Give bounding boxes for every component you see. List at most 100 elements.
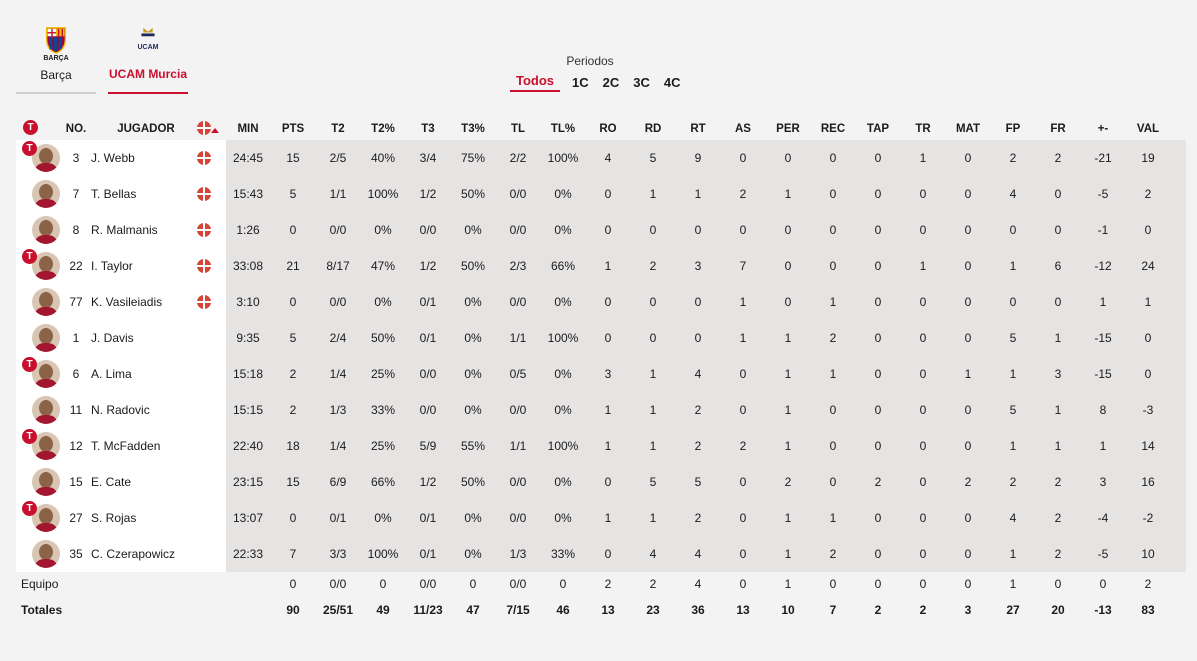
stat-cell-tap: 0 (874, 547, 882, 561)
period-todos[interactable]: Todos (510, 73, 561, 92)
player-name[interactable]: T. Bellas (91, 187, 137, 201)
player-name[interactable]: J. Webb (91, 151, 135, 165)
stat-cell-tl: 0% (554, 295, 572, 309)
column-header-as[interactable]: AS (735, 123, 751, 135)
stat-cell-tap: 0 (874, 259, 882, 273)
player-name[interactable]: C. Czerapowicz (91, 547, 176, 561)
stat-cell-: -5 (1097, 547, 1109, 561)
stat-cell-t2: 0% (374, 295, 392, 309)
player-name[interactable]: T. McFadden (91, 439, 161, 453)
column-header-[interactable]: +- (1097, 123, 1109, 135)
ucam-logo (141, 27, 155, 37)
avatar-head (39, 184, 53, 200)
avatar-shirt (34, 235, 58, 244)
stat-cell-t3: 0/0 (419, 223, 437, 237)
stat-cell-t2: 0/0 (329, 295, 347, 309)
column-header-val[interactable]: VAL (1136, 123, 1160, 135)
on-court-ball-icon (197, 223, 211, 237)
player-name[interactable]: R. Malmanis (91, 223, 158, 237)
stat-cell-pts: 5 (289, 187, 297, 201)
column-header-per[interactable]: PER (776, 123, 800, 135)
stat-cell-rd: 5 (649, 475, 657, 489)
stat-cell-val: 2 (1144, 187, 1152, 201)
column-header-min[interactable]: MIN (237, 123, 259, 135)
stat-cell-rt: 4 (694, 547, 702, 561)
column-header-rt[interactable]: RT (690, 123, 706, 135)
team-stat-cell: 0 (1099, 577, 1107, 591)
column-header-ro[interactable]: RO (599, 123, 617, 135)
avatar-head (39, 364, 53, 380)
totals-stat-cell: 90 (286, 603, 300, 617)
stat-cell-tr: 0 (919, 547, 927, 561)
stat-cell-tl: 1/1 (509, 439, 527, 453)
player-name[interactable]: K. Vasileiadis (91, 295, 163, 309)
column-header-t2[interactable]: T2% (371, 123, 395, 135)
avatar-shirt (34, 199, 58, 208)
on-court-ball-icon (197, 295, 211, 309)
sort-arrow-icon[interactable] (211, 128, 219, 133)
stat-cell-rd: 1 (649, 511, 657, 525)
column-header-t2[interactable]: T2 (331, 123, 345, 135)
column-header-fr[interactable]: FR (1050, 123, 1066, 135)
column-header-tl[interactable]: TL% (550, 123, 576, 135)
column-header-fp[interactable]: FP (1005, 123, 1021, 135)
stat-cell-: -1 (1097, 223, 1109, 237)
player-name[interactable]: E. Cate (91, 475, 132, 489)
player-name[interactable]: N. Radovic (91, 403, 150, 417)
column-header-no[interactable]: NO. (65, 123, 87, 135)
stat-cell-mat: 0 (964, 259, 972, 273)
stat-cell-rd: 5 (649, 151, 657, 165)
column-header-rd[interactable]: RD (644, 123, 662, 135)
period-1c[interactable]: 1C (572, 75, 589, 90)
avatar-head (39, 508, 53, 524)
stat-cell-fp: 5 (1009, 331, 1017, 345)
stat-cell-tr: 0 (919, 439, 927, 453)
stat-cell-val: 14 (1141, 439, 1155, 453)
period-4c[interactable]: 4C (663, 75, 681, 90)
player-name[interactable]: J. Davis (91, 331, 134, 345)
column-header-mat[interactable]: MAT (955, 123, 981, 135)
column-header-t3[interactable]: T3 (421, 123, 435, 135)
stat-cell-rec: 0 (829, 187, 837, 201)
column-header-tr[interactable]: TR (915, 123, 931, 135)
player-number: 12 (69, 439, 83, 453)
column-header-jugador[interactable]: JUGADOR (117, 123, 175, 135)
player-name[interactable]: S. Rojas (91, 511, 137, 525)
avatar-shirt (34, 163, 58, 172)
stat-cell-as: 1 (739, 295, 747, 309)
period-2c[interactable]: 2C (602, 75, 620, 90)
player-number: 3 (72, 151, 80, 165)
header-starter-icon: T (23, 120, 38, 135)
stat-cell-t2: 1/3 (329, 403, 347, 417)
column-header-tap[interactable]: TAP (866, 123, 890, 135)
stat-cell-: -15 (1094, 331, 1112, 345)
stat-cell-per: 1 (784, 331, 792, 345)
column-header-tl[interactable]: TL (510, 123, 526, 135)
stat-cell-fp: 1 (1009, 547, 1017, 561)
stat-cell-fr: 2 (1054, 547, 1062, 561)
period-3c[interactable]: 3C (633, 75, 650, 90)
column-header-t3[interactable]: T3% (461, 123, 485, 135)
totals-stat-cell: -13 (1094, 603, 1112, 617)
stat-cell-mat: 0 (964, 187, 972, 201)
header-oncourt-icon[interactable] (197, 121, 211, 135)
player-name[interactable]: A. Lima (91, 367, 132, 381)
stat-cell-pts: 18 (286, 439, 300, 453)
stat-cell-t2: 2/4 (329, 331, 347, 345)
stat-cell-rt: 5 (694, 475, 702, 489)
period-options: Todos 1C 2C 3C 4C (510, 73, 681, 92)
stat-cell-as: 0 (739, 151, 747, 165)
team-stat-cell: 0 (559, 577, 567, 591)
team-tab-ucam-murcia[interactable]: UCAM UCAM Murcia (108, 26, 188, 94)
stat-cell-t3: 3/4 (419, 151, 437, 165)
column-header-pts[interactable]: PTS (281, 123, 305, 135)
stat-cell-t3: 0% (464, 403, 482, 417)
player-number: 8 (72, 223, 80, 237)
stat-cell-fr: 0 (1054, 295, 1062, 309)
team-tab-barca[interactable]: BARÇA Barça (16, 26, 96, 94)
team-stat-cell: 0 (874, 577, 882, 591)
player-name[interactable]: I. Taylor (91, 259, 133, 273)
stat-cell-per: 1 (784, 367, 792, 381)
stat-cell-t2: 6/9 (329, 475, 347, 489)
column-header-rec[interactable]: REC (820, 123, 846, 135)
